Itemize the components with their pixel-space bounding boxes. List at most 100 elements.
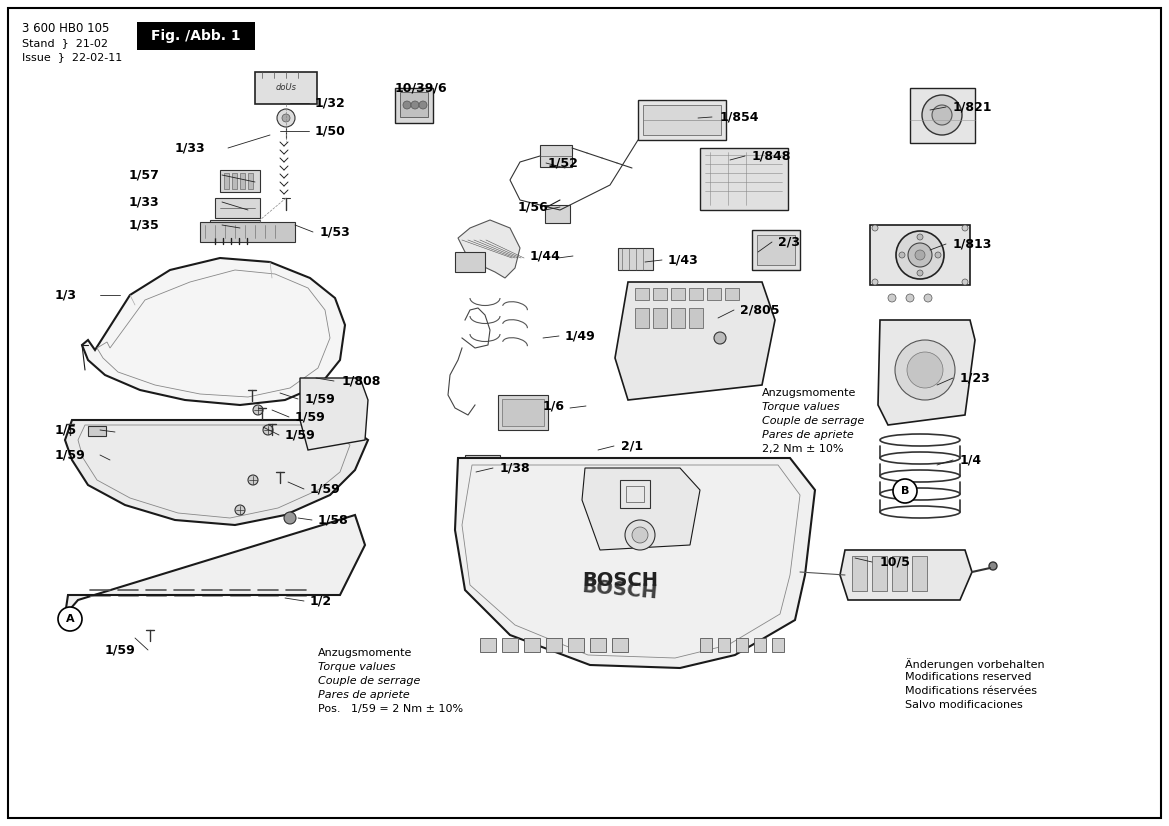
Text: 1/59: 1/59 [285,429,316,442]
Circle shape [277,109,295,127]
FancyBboxPatch shape [395,88,433,123]
Text: B: B [901,486,909,496]
Circle shape [625,520,655,550]
FancyBboxPatch shape [224,173,229,189]
Text: 1/44: 1/44 [530,249,561,263]
FancyBboxPatch shape [700,638,712,652]
Text: Issue  }  22-02-11: Issue } 22-02-11 [22,52,123,62]
FancyBboxPatch shape [210,220,260,238]
FancyBboxPatch shape [754,638,766,652]
FancyBboxPatch shape [613,638,628,652]
Polygon shape [458,220,520,278]
Text: 1/59: 1/59 [105,643,136,657]
Circle shape [935,252,941,258]
FancyBboxPatch shape [400,92,428,117]
Text: 1/53: 1/53 [320,225,351,239]
Text: Pares de apriete: Pares de apriete [762,430,853,440]
Circle shape [282,114,290,122]
Text: 1/59: 1/59 [310,482,340,496]
Circle shape [235,505,245,515]
Text: Couple de serrage: Couple de serrage [762,416,864,426]
Polygon shape [870,225,970,285]
Circle shape [907,352,943,388]
Circle shape [916,234,924,240]
Polygon shape [82,258,345,405]
Text: Couple de serrage: Couple de serrage [318,676,421,686]
Text: 1/821: 1/821 [953,101,992,113]
Circle shape [419,101,427,109]
Circle shape [922,95,962,135]
FancyBboxPatch shape [240,173,245,189]
FancyBboxPatch shape [480,638,496,652]
Text: Salvo modificaciones: Salvo modificaciones [905,700,1023,710]
Text: 1/59: 1/59 [295,411,326,424]
Polygon shape [878,320,975,425]
Text: Anzugsmomente: Anzugsmomente [762,388,857,398]
FancyBboxPatch shape [707,288,721,300]
Polygon shape [65,515,365,615]
FancyBboxPatch shape [892,556,907,591]
Text: 1/4: 1/4 [960,453,982,467]
FancyBboxPatch shape [852,556,867,591]
FancyBboxPatch shape [872,556,887,591]
Circle shape [253,405,263,415]
Polygon shape [615,282,775,400]
Text: 2,2 Nm ± 10%: 2,2 Nm ± 10% [762,444,844,454]
FancyBboxPatch shape [255,72,317,104]
Circle shape [263,425,274,435]
FancyBboxPatch shape [752,230,800,270]
Text: 2/3: 2/3 [779,235,800,249]
FancyBboxPatch shape [700,148,788,210]
Circle shape [906,294,914,302]
Text: A: A [65,614,75,624]
Text: 3 600 HB0 105: 3 600 HB0 105 [22,22,110,35]
Circle shape [916,270,924,276]
FancyBboxPatch shape [546,638,562,652]
Text: 1/57: 1/57 [129,169,160,182]
Text: Stand  }  21‐02: Stand } 21‐02 [22,38,108,48]
Text: 1/38: 1/38 [500,462,531,474]
Text: BOSCH: BOSCH [581,577,658,603]
Circle shape [915,250,925,260]
FancyBboxPatch shape [638,100,726,140]
Text: Modifications réservées: Modifications réservées [905,686,1037,696]
Text: 1/3: 1/3 [55,288,77,301]
FancyBboxPatch shape [137,22,255,50]
FancyBboxPatch shape [635,288,649,300]
Text: 1/50: 1/50 [314,125,346,137]
FancyBboxPatch shape [568,638,584,652]
Text: 1/59: 1/59 [55,449,85,462]
FancyBboxPatch shape [671,308,685,328]
FancyBboxPatch shape [772,638,784,652]
FancyBboxPatch shape [540,145,572,167]
FancyBboxPatch shape [909,88,975,143]
Text: 1/59: 1/59 [305,392,336,406]
Text: 1/56: 1/56 [518,201,548,213]
Circle shape [469,463,475,469]
FancyBboxPatch shape [912,556,927,591]
Circle shape [895,231,945,279]
Text: 1/35: 1/35 [129,219,160,231]
FancyBboxPatch shape [718,638,729,652]
Circle shape [58,607,82,631]
Text: 1/23: 1/23 [960,372,991,384]
Circle shape [248,475,258,485]
Text: 2/1: 2/1 [621,439,643,453]
FancyBboxPatch shape [220,170,260,192]
Text: 10/39/6: 10/39/6 [395,82,448,94]
Text: Torque values: Torque values [762,402,839,412]
Text: Pos.   1/59 = 2 Nm ± 10%: Pos. 1/59 = 2 Nm ± 10% [318,704,463,714]
Text: 1/5: 1/5 [55,424,77,436]
Text: 1/33: 1/33 [175,141,206,154]
Text: 1/813: 1/813 [953,238,992,250]
FancyBboxPatch shape [689,308,703,328]
Polygon shape [300,378,368,450]
Circle shape [872,225,878,231]
FancyBboxPatch shape [590,638,606,652]
Circle shape [477,463,483,469]
Text: Fig. /Abb. 1: Fig. /Abb. 1 [151,29,241,43]
Text: 1/32: 1/32 [314,97,346,110]
Text: doUs: doUs [276,83,297,93]
Circle shape [485,463,491,469]
FancyBboxPatch shape [88,426,106,436]
